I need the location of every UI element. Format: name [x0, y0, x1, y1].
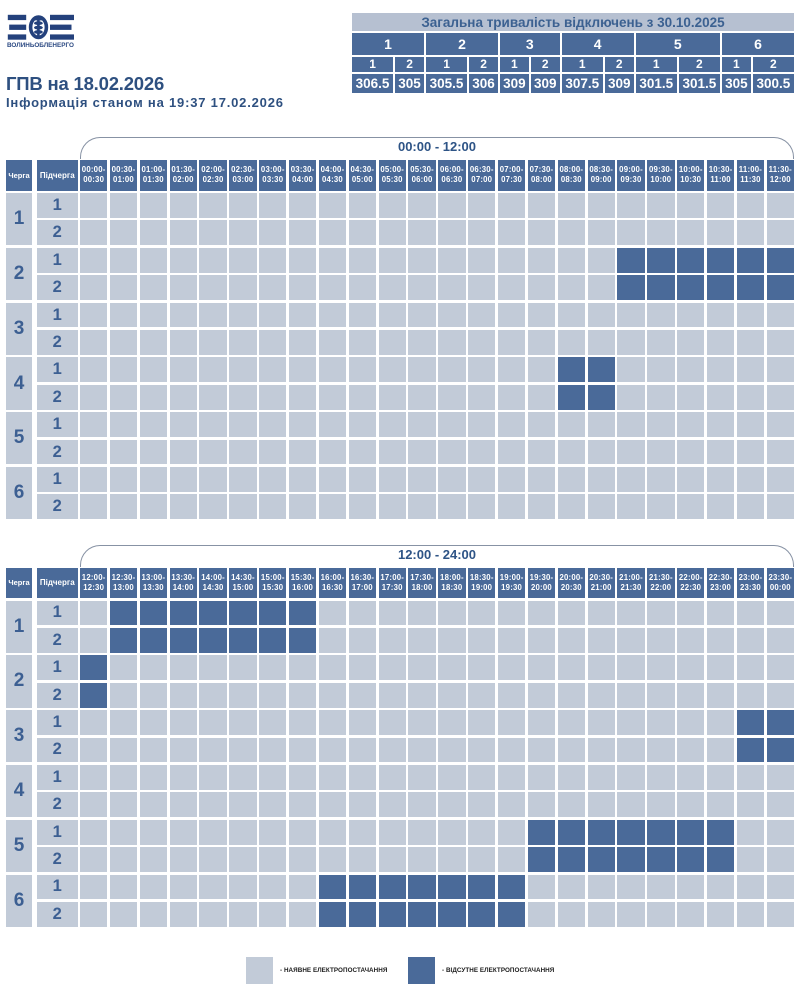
svg-text:ВОЛИНЬОБЛЕНЕРГО: ВОЛИНЬОБЛЕНЕРГО	[7, 42, 74, 49]
